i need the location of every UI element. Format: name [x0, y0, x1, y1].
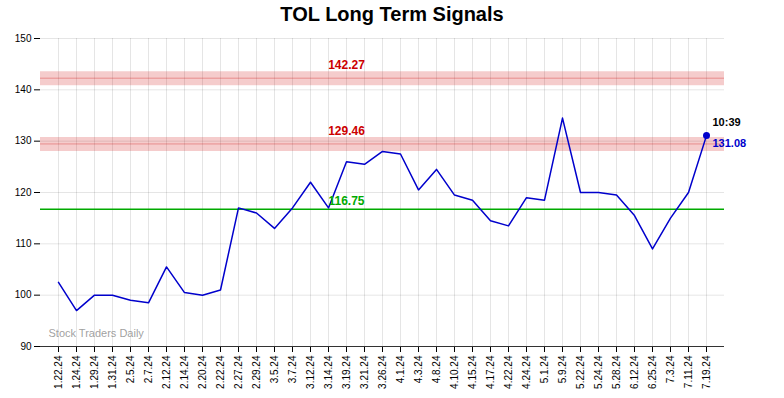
svg-text:1.29.24: 1.29.24 — [89, 355, 100, 389]
svg-text:90: 90 — [20, 341, 32, 352]
svg-text:5.24.24: 5.24.24 — [593, 355, 604, 389]
svg-text:2.14.24: 2.14.24 — [179, 355, 190, 389]
svg-text:2.27.24: 2.27.24 — [233, 355, 244, 389]
svg-text:3.5.24: 3.5.24 — [269, 355, 280, 383]
svg-text:7.3.24: 7.3.24 — [665, 355, 676, 383]
svg-text:4.22.24: 4.22.24 — [503, 355, 514, 389]
svg-text:5.28.24: 5.28.24 — [611, 355, 622, 389]
svg-text:4.8.24: 4.8.24 — [431, 355, 442, 383]
svg-text:131.08: 131.08 — [713, 137, 747, 149]
svg-text:3.26.24: 3.26.24 — [377, 355, 388, 389]
html-text:TOL Long Term Signals: TOL Long Term Signals — [280, 3, 504, 25]
svg-text:142.27: 142.27 — [328, 58, 365, 72]
svg-text:7.11.24: 7.11.24 — [683, 355, 694, 388]
svg-text:2.29.24: 2.29.24 — [251, 355, 262, 389]
svg-text:110: 110 — [16, 238, 32, 249]
svg-text:120: 120 — [15, 187, 32, 198]
svg-text:7.19.24: 7.19.24 — [701, 355, 712, 389]
svg-text:2.12.24: 2.12.24 — [161, 355, 172, 389]
svg-text:4.24.24: 4.24.24 — [521, 355, 532, 389]
svg-text:1.31.24: 1.31.24 — [107, 355, 118, 389]
svg-text:5.22.24: 5.22.24 — [575, 355, 586, 389]
svg-text:130: 130 — [15, 135, 32, 146]
svg-text:2.5.24: 2.5.24 — [125, 355, 136, 383]
svg-text:2.20.24: 2.20.24 — [197, 355, 208, 389]
svg-text:3.21.24: 3.21.24 — [359, 355, 370, 389]
svg-text:140: 140 — [15, 84, 32, 95]
svg-text:4.17.24: 4.17.24 — [485, 355, 496, 389]
svg-text:Stock Traders Daily: Stock Traders Daily — [49, 327, 145, 339]
svg-text:3.14.24: 3.14.24 — [323, 355, 334, 389]
svg-text:4.10.24: 4.10.24 — [449, 355, 460, 389]
svg-text:1.22.24: 1.22.24 — [53, 355, 64, 389]
svg-text:6.12.24: 6.12.24 — [629, 355, 640, 389]
svg-text:5.9.24: 5.9.24 — [557, 355, 568, 383]
svg-text:10:39: 10:39 — [713, 116, 741, 128]
svg-text:3.19.24: 3.19.24 — [341, 355, 352, 389]
svg-text:2.7.24: 2.7.24 — [143, 355, 154, 383]
svg-text:129.46: 129.46 — [328, 124, 365, 138]
svg-text:150: 150 — [15, 33, 32, 44]
svg-text:3.7.24: 3.7.24 — [287, 355, 298, 383]
svg-text:5.1.24: 5.1.24 — [539, 355, 550, 383]
svg-text:4.1.24: 4.1.24 — [395, 355, 406, 383]
svg-text:4.3.24: 4.3.24 — [413, 355, 424, 383]
svg-text:6.25.24: 6.25.24 — [647, 355, 658, 389]
svg-text:116.75: 116.75 — [328, 194, 364, 208]
svg-text:1.24.24: 1.24.24 — [71, 355, 82, 389]
svg-text:100: 100 — [15, 289, 32, 300]
svg-text:2.22.24: 2.22.24 — [215, 355, 226, 389]
svg-text:4.15.24: 4.15.24 — [467, 355, 478, 389]
svg-text:3.12.24: 3.12.24 — [305, 355, 316, 389]
